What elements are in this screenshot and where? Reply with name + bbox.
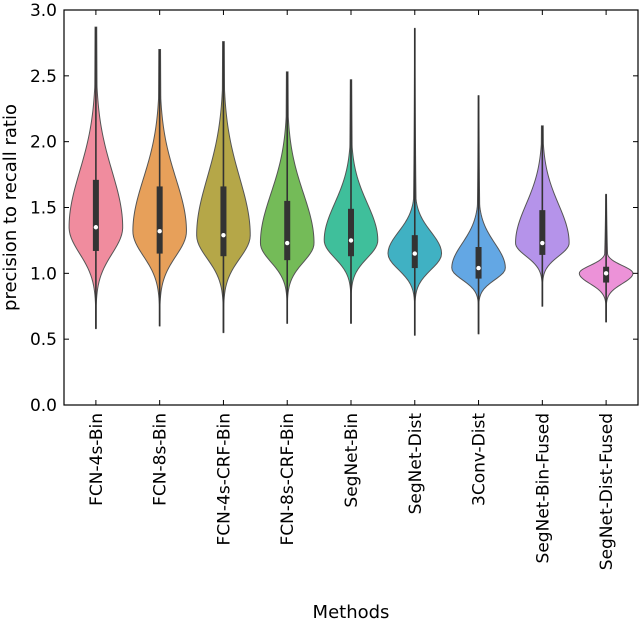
x-tick-label: FCN-8s-CRF-Bin xyxy=(278,413,298,545)
x-tick-label: SegNet-Dist-Fused xyxy=(597,413,617,570)
violin-median xyxy=(412,251,417,256)
violin-median xyxy=(348,238,354,243)
violin-iqr-box xyxy=(92,179,99,251)
y-tick-label: 3.0 xyxy=(30,1,57,21)
y-tick-label: 2.5 xyxy=(30,67,57,87)
violin-median xyxy=(157,229,162,234)
y-tick-label: 0.5 xyxy=(30,330,57,350)
violin-iqr-box xyxy=(539,210,546,255)
y-tick-label: 0.0 xyxy=(30,396,57,416)
violins xyxy=(68,26,634,336)
violin-iqr-box xyxy=(156,186,163,254)
violin-iqr-box xyxy=(220,186,227,257)
x-tick-label: SegNet-Bin-Fused xyxy=(533,413,553,563)
x-tick-label: FCN-4s-CRF-Bin xyxy=(214,413,234,545)
x-axis-label: Methods xyxy=(313,602,390,623)
x-tick-label: FCN-8s-Bin xyxy=(151,413,171,506)
violin-median xyxy=(476,265,481,271)
x-axis: FCN-4s-Bin FCN-8s-Bin FCN-4s-CRF-Bin FCN-8s… xyxy=(87,10,617,570)
violin-iqr-box xyxy=(475,247,482,279)
y-tick-label: 1.5 xyxy=(30,199,57,219)
x-tick-label: SegNet-Dist xyxy=(406,413,426,515)
violin-iqr-box xyxy=(348,208,354,257)
y-tick-label: 1.0 xyxy=(30,264,57,284)
y-tick-label: 2.0 xyxy=(30,133,57,153)
x-tick-label: FCN-4s-Bin xyxy=(87,413,107,506)
violin-median xyxy=(540,240,545,246)
y-axis: 0.0 0.5 1.0 1.5 2.0 2.5 3.0 xyxy=(30,1,638,416)
violin-median xyxy=(93,225,99,230)
violin-median xyxy=(221,232,226,238)
violin-median xyxy=(603,271,609,276)
violin-median xyxy=(285,240,290,246)
x-tick-label: 3Conv-Dist xyxy=(470,413,490,506)
violin-iqr-box xyxy=(284,200,291,261)
y-axis-label: precision to recall ratio xyxy=(0,104,21,311)
x-tick-label: SegNet-Bin xyxy=(342,413,362,508)
